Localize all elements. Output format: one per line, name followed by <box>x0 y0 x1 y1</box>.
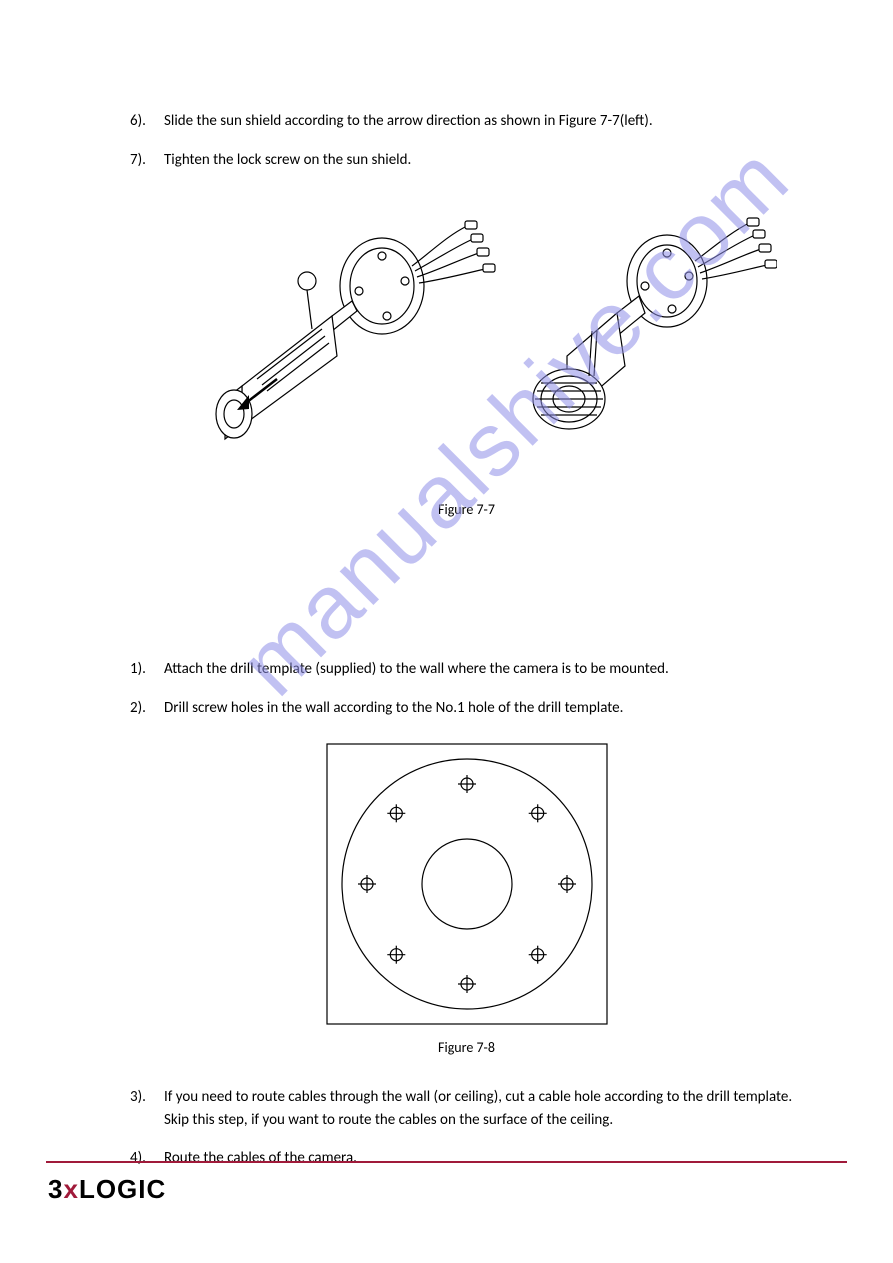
figure-7-8: Figure 7-8 <box>130 739 803 1056</box>
step-4: 4). Route the cables of the camera. <box>130 1147 803 1170</box>
step-num: 1). <box>130 658 164 681</box>
step-num: 3). <box>130 1086 164 1131</box>
step-text: Tighten the lock screw on the sun shield… <box>164 149 803 172</box>
step-num: 6). <box>130 110 164 133</box>
figure-7-7: Figure 7-7 <box>130 191 803 518</box>
step-6: 6). Slide the sun shield according to th… <box>130 110 803 133</box>
step-text: If you need to route cables through the … <box>164 1086 803 1131</box>
page-content: 6). Slide the sun shield according to th… <box>0 0 893 1170</box>
step-text: Slide the sun shield according to the ar… <box>164 110 803 133</box>
figure-caption-7-7: Figure 7-7 <box>130 501 803 518</box>
step-num: 2). <box>130 697 164 720</box>
step-num: 4). <box>130 1147 164 1170</box>
step-text: Attach the drill template (supplied) to … <box>164 658 803 681</box>
footer-divider <box>46 1161 847 1163</box>
step-num: 7). <box>130 149 164 172</box>
logo-pre: 3 <box>48 1174 63 1204</box>
step-3: 3). If you need to route cables through … <box>130 1086 803 1131</box>
step-7: 7). Tighten the lock screw on the sun sh… <box>130 149 803 172</box>
step-1: 1). Attach the drill template (supplied)… <box>130 658 803 681</box>
camera-diagram-7-7 <box>157 191 777 491</box>
section-spacer <box>130 548 803 658</box>
footer-logo: 3xLOGIC <box>48 1174 166 1205</box>
logo-post: LOGIC <box>79 1174 166 1204</box>
figure-caption-7-8: Figure 7-8 <box>130 1039 803 1056</box>
step-text: Route the cables of the camera. <box>164 1147 803 1170</box>
step-text: Drill screw holes in the wall according … <box>164 697 803 720</box>
logo-x: x <box>63 1174 78 1204</box>
step-2: 2). Drill screw holes in the wall accord… <box>130 697 803 720</box>
drill-template-diagram <box>317 739 617 1029</box>
